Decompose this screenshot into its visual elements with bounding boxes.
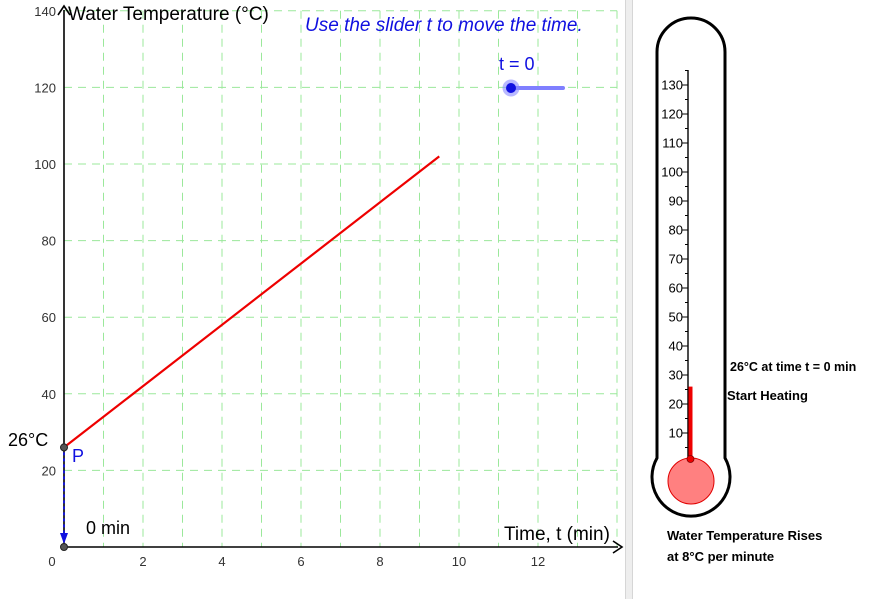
thermometer-scale-label: 50 (669, 310, 683, 325)
start-time-label: 0 min (86, 518, 131, 538)
y-tick-label: 20 (42, 463, 56, 478)
thermometer-scale-label: 80 (669, 223, 683, 238)
x-tick-label: 4 (218, 554, 225, 569)
time-dropline-arrow (60, 533, 68, 544)
thermometer-scale-label: 90 (669, 194, 683, 209)
y-tick-label: 140 (34, 4, 56, 19)
x-axis-arrow (612, 540, 624, 554)
heating-rate-line1: Water Temperature Rises (667, 528, 823, 543)
start-temperature-label: 26°C (8, 430, 49, 450)
thermometer-scale-label: 40 (669, 339, 683, 354)
mercury-column (688, 386, 693, 459)
y-axis-title: Water Temperature (°C) (68, 4, 269, 25)
y-tick-label: 60 (42, 310, 56, 325)
thermometer-bulb (667, 457, 715, 505)
view-divider[interactable] (625, 0, 633, 599)
axis-ticks: 0 2 4 6 8 10 12 20 40 60 80 100 120 140 (34, 4, 545, 569)
slider-value-label: t = 0 (499, 54, 535, 74)
y-axis-arrow (57, 4, 71, 16)
point-p-label: P (72, 446, 85, 466)
time-slider[interactable] (502, 79, 565, 97)
mercury-base (686, 455, 695, 463)
point-p[interactable] (60, 443, 68, 452)
y-tick-label: 120 (34, 80, 56, 95)
y-tick-label: 100 (34, 157, 56, 172)
temperature-line (63, 155, 440, 449)
thermometer-scale-label: 110 (662, 136, 683, 151)
y-tick-label: 80 (42, 234, 56, 249)
thermometer-scale-label: 130 (661, 78, 683, 93)
axes (57, 4, 624, 554)
y-tick-label: 40 (42, 387, 56, 402)
thermometer-scale-label: 120 (661, 107, 683, 122)
x-tick-label: 12 (531, 554, 545, 569)
x-tick-label: 2 (139, 554, 146, 569)
thermometer-reading-label: 26°C at time t = 0 min (730, 360, 857, 374)
start-heating-label: Start Heating (727, 388, 808, 403)
slider-handle[interactable] (506, 83, 516, 93)
thermometer-scale: 130 120 110 100 90 80 70 60 50 40 30 20 10 (661, 70, 688, 448)
thermometer-scale-label: 100 (661, 165, 683, 180)
x-tick-label: 6 (297, 554, 304, 569)
thermometer-scale-label: 70 (669, 252, 683, 267)
thermometer-scale-label: 60 (669, 281, 683, 296)
thermometer-canvas: 130 120 110 100 90 80 70 60 50 40 30 20 10 (650, 16, 732, 518)
x-tick-label: 10 (452, 554, 466, 569)
thermometer-scale-label: 30 (669, 368, 683, 383)
x-axis-title: Time, t (min) (504, 524, 610, 545)
thermometer-scale-label: 10 (669, 426, 683, 441)
x-tick-label: 8 (376, 554, 383, 569)
thermometer-outline (650, 16, 732, 518)
thermometer-scale-label: 20 (669, 397, 683, 412)
grid-lines (64, 10, 618, 547)
temperature-series (63, 155, 440, 449)
graph-view[interactable]: 0 2 4 6 8 10 12 20 40 60 80 100 120 140 Use the slide… (0, 0, 625, 599)
heating-rate-line2: at 8°C per minute (667, 549, 775, 564)
graph-canvas[interactable]: 0 2 4 6 8 10 12 20 40 60 80 100 120 140 (0, 0, 625, 599)
point-markers (60, 443, 68, 551)
origin-point (60, 543, 68, 551)
slider-hint-text: Use the slider t to move the time. (305, 15, 583, 36)
x-tick-label: 0 (48, 554, 55, 569)
thermometer-view: 130 120 110 100 90 80 70 60 50 40 30 20 10 26°C at t… (633, 0, 880, 599)
